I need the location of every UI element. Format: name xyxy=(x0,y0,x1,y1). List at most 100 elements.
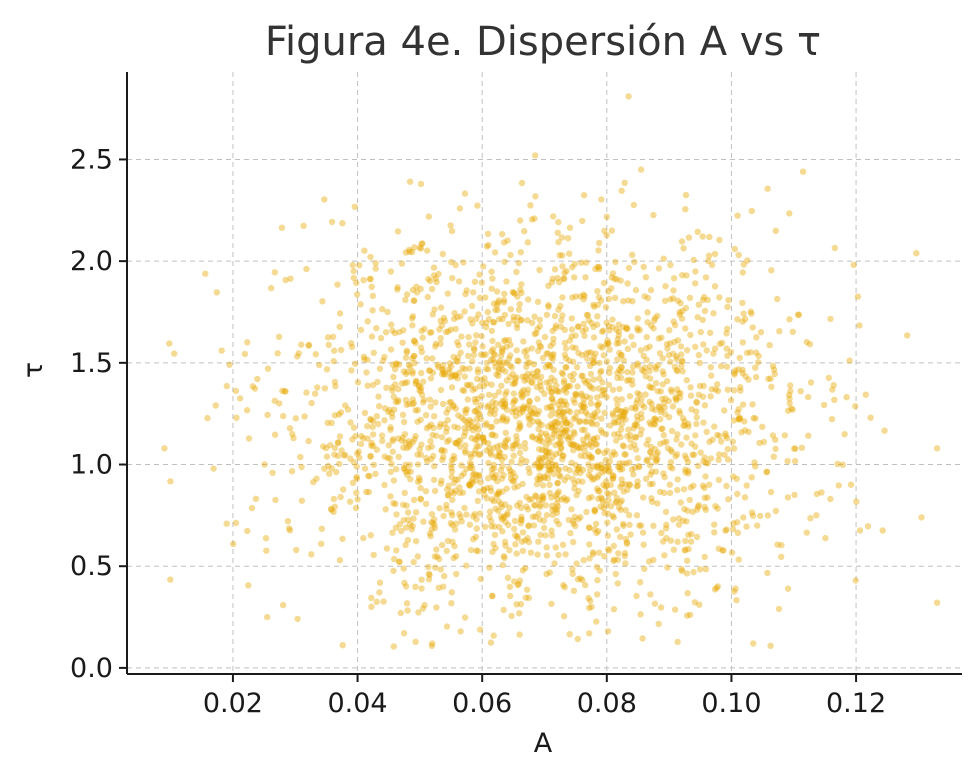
scatter-point xyxy=(368,442,375,449)
scatter-point xyxy=(646,398,653,406)
scatter-point xyxy=(514,581,521,589)
scatter-point xyxy=(409,401,416,408)
scatter-point xyxy=(483,420,490,427)
scatter-point xyxy=(701,503,708,511)
scatter-point xyxy=(579,217,586,225)
scatter-point xyxy=(479,434,486,441)
scatter-point xyxy=(407,468,414,475)
scatter-point xyxy=(545,463,553,470)
scatter-point xyxy=(432,275,439,282)
scatter-point xyxy=(393,511,400,518)
scatter-point xyxy=(369,381,377,389)
scatter-point xyxy=(495,488,503,495)
scatter-point xyxy=(448,227,456,235)
scatter-point xyxy=(321,465,328,472)
scatter-point xyxy=(661,297,669,304)
scatter-point xyxy=(536,476,543,483)
scatter-point xyxy=(546,448,553,456)
scatter-point xyxy=(678,315,686,322)
scatter-point xyxy=(650,325,657,332)
scatter-point xyxy=(487,449,494,456)
scatter-point xyxy=(610,557,617,565)
scatter-point xyxy=(380,598,387,605)
scatter-point xyxy=(500,359,507,366)
scatter-point xyxy=(542,363,550,371)
scatter-point xyxy=(488,517,495,525)
scatter-point xyxy=(477,351,485,358)
scatter-point xyxy=(488,347,495,355)
scatter-point xyxy=(701,553,708,561)
scatter-point xyxy=(591,507,598,514)
scatter-point xyxy=(590,435,597,442)
scatter-point xyxy=(694,506,701,513)
scatter-point xyxy=(448,488,455,495)
scatter-point xyxy=(670,275,678,282)
scatter-point xyxy=(536,435,544,442)
scatter-point xyxy=(721,451,728,458)
scatter-point xyxy=(511,290,518,297)
scatter-point xyxy=(409,355,416,362)
scatter-point xyxy=(711,529,718,536)
scatter-point xyxy=(697,449,704,456)
scatter-point xyxy=(561,351,569,359)
scatter-point xyxy=(478,279,485,286)
scatter-point xyxy=(587,400,595,407)
scatter-point xyxy=(605,463,612,471)
scatter-point xyxy=(615,321,622,328)
scatter-point xyxy=(448,461,455,468)
scatter-point xyxy=(370,349,377,356)
scatter-point xyxy=(563,420,570,427)
scatter-point xyxy=(487,451,495,458)
scatter-point xyxy=(561,269,568,276)
scatter-point xyxy=(549,327,556,335)
scatter-point xyxy=(558,317,565,324)
scatter-point xyxy=(448,509,455,516)
scatter-point xyxy=(553,500,561,507)
scatter-point xyxy=(381,417,388,424)
scatter-point xyxy=(620,488,627,495)
scatter-point xyxy=(705,252,713,259)
scatter-point xyxy=(507,475,515,483)
scatter-point xyxy=(704,296,711,304)
scatter-point xyxy=(700,382,707,390)
scatter-point xyxy=(570,358,577,366)
scatter-point xyxy=(739,366,746,374)
scatter-point xyxy=(543,552,551,559)
scatter-point xyxy=(647,481,654,488)
scatter-point xyxy=(542,447,549,455)
scatter-point xyxy=(463,287,470,294)
scatter-point xyxy=(367,253,374,261)
scatter-point xyxy=(352,360,359,367)
scatter-point xyxy=(431,306,438,313)
scatter-point xyxy=(570,370,577,378)
scatter-point xyxy=(577,469,584,477)
scatter-point xyxy=(544,361,552,368)
scatter-point xyxy=(565,516,572,524)
scatter-point xyxy=(695,301,702,308)
scatter-point xyxy=(791,445,798,452)
scatter-point xyxy=(443,409,450,416)
scatter-point xyxy=(856,527,864,534)
scatter-point xyxy=(772,436,779,443)
scatter-point xyxy=(491,392,498,399)
scatter-point xyxy=(648,453,656,461)
scatter-point xyxy=(656,350,664,357)
scatter-point xyxy=(336,310,344,317)
scatter-point xyxy=(305,342,312,349)
scatter-point xyxy=(625,264,633,272)
scatter-point xyxy=(381,481,388,489)
scatter-point xyxy=(503,388,510,395)
scatter-point xyxy=(405,361,413,368)
scatter-point xyxy=(703,428,710,436)
scatter-point xyxy=(692,432,699,439)
scatter-point xyxy=(716,294,723,301)
scatter-point xyxy=(595,385,603,392)
scatter-point xyxy=(310,478,317,486)
scatter-point xyxy=(603,393,610,401)
scatter-point xyxy=(661,552,668,559)
scatter-point xyxy=(431,524,439,532)
scatter-point xyxy=(418,240,425,247)
scatter-point xyxy=(395,558,403,565)
scatter-point xyxy=(521,377,528,384)
scatter-point xyxy=(367,416,375,424)
